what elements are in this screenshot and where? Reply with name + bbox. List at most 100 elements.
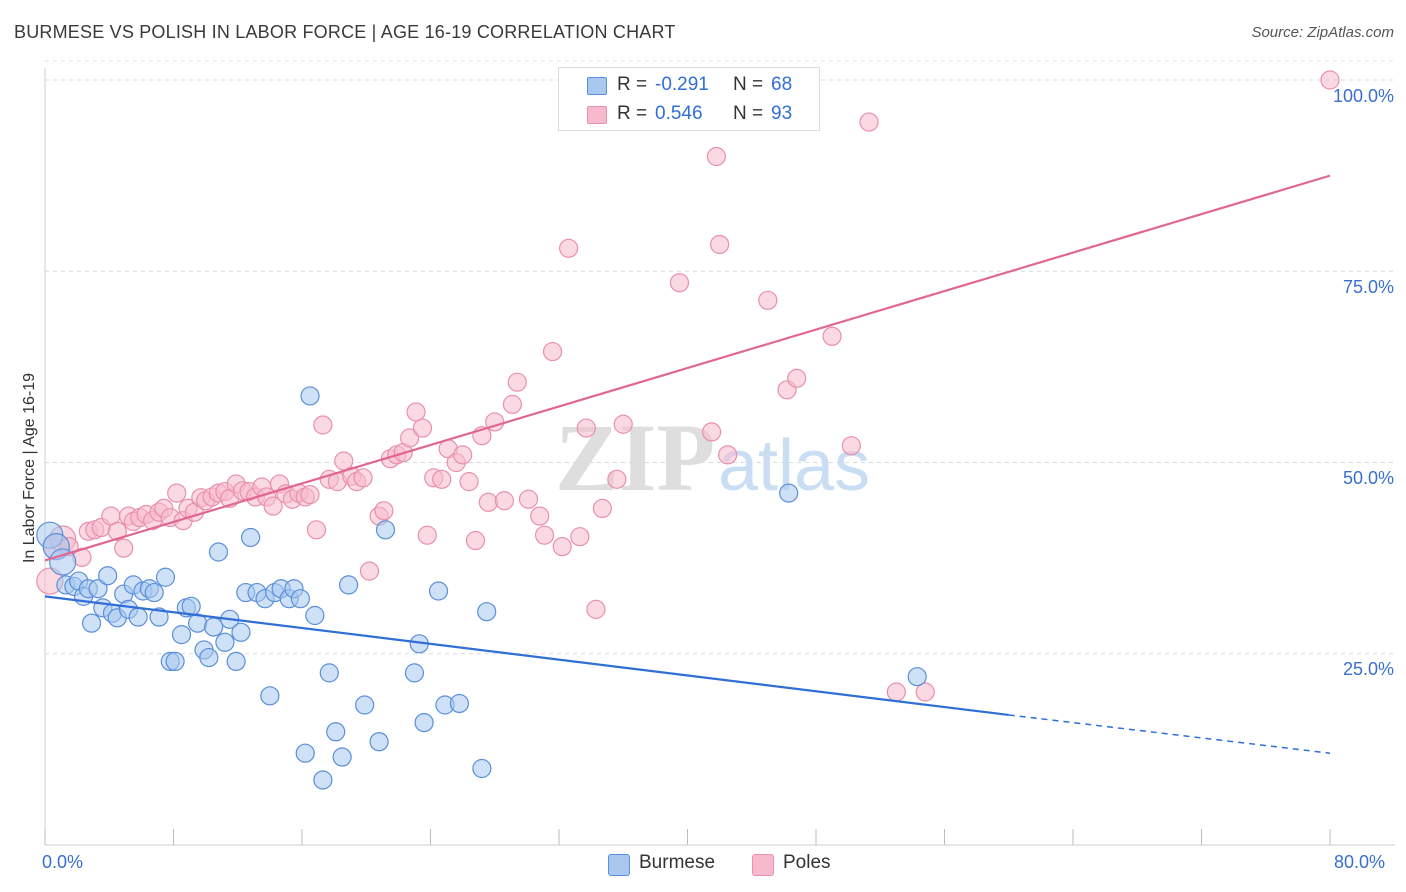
burmese-point [472,758,492,779]
poles-point [453,445,473,465]
burmese-point [449,693,470,714]
burmese-point [149,607,169,627]
stats-legend: R = -0.291 N = 68 R = 0.546 N = 93 [558,67,820,131]
burmese-point [313,770,333,790]
poles-point [518,489,539,509]
burmese-point [81,613,102,633]
r-label: R = [617,103,648,124]
y-tick-100: 100.0% [1332,86,1394,106]
poles-point [359,561,380,581]
r-label: R = [617,74,648,95]
poles-point [552,537,572,557]
burmese-point [260,686,280,706]
y-tick-50: 50.0% [1342,468,1394,488]
burmese-point [241,527,261,548]
poles-point [718,445,738,465]
axes [44,68,1395,846]
poles-point [263,496,283,516]
burmese-legend-label: Burmese [639,852,716,873]
burmese-point [231,622,251,642]
burmese-point [779,483,799,503]
source-label: Source: ZipAtlas.com [1251,24,1394,41]
burmese-point [305,605,325,626]
burmese-point [144,582,164,603]
poles-point [542,341,563,362]
r-value: -0.291 [655,74,709,95]
burmese-trend-extension [1008,714,1331,754]
poles-point [432,469,452,489]
poles-point [400,428,420,448]
burmese-point [414,712,434,733]
burmese-point [375,520,396,540]
burmese-point [338,575,359,595]
poles-point [167,483,187,503]
n-label: N = [733,74,764,95]
burmese-legend-swatch [608,854,630,876]
burmese-point [295,743,315,763]
burmese-point [404,663,425,683]
poles-point [669,273,690,293]
poles-point [701,422,722,442]
chart-title: BURMESE VS POLISH IN LABOR FORCE | AGE 1… [14,22,676,42]
poles-point [417,525,437,545]
burmese-point [88,579,108,599]
poles-point [758,290,778,310]
burmese-point [428,581,449,601]
poles-point [607,469,627,489]
burmese-point [171,625,192,645]
y-tick-25: 25.0% [1342,659,1394,679]
burmese-point [332,747,352,767]
legend-row-poles: R = 0.546 N = 93 [559,99,819,129]
poles-point [412,418,433,438]
poles-point [586,599,606,619]
poles-point [494,491,514,511]
n-value: 68 [771,74,793,95]
burmese-point [907,667,927,687]
series-poles [36,70,1340,702]
poles-legend-swatch [752,854,774,876]
poles-point [841,436,861,456]
poles-point [406,402,426,422]
poles-point [576,418,596,438]
poles-point [706,146,727,167]
x-tick-max: 80.0% [1334,852,1386,872]
poles-point [313,415,333,435]
poles-legend-label: Poles [783,852,831,873]
poles-point [107,521,127,541]
burmese-point [49,548,77,576]
burmese-point [199,647,219,668]
poles-point [886,682,906,702]
burmese-point [204,617,224,637]
poles-point [1320,70,1340,90]
poles-point [787,368,807,388]
burmese-point [477,602,497,622]
burmese-point [226,651,246,672]
burmese-point [319,663,339,683]
n-value: 93 [771,103,793,124]
burmese-point [165,651,185,672]
burmese-point [300,386,320,406]
poles-swatch [587,106,607,124]
burmese-point [290,589,310,609]
poles-point [114,538,134,558]
burmese-point [369,732,389,752]
poles-point [507,372,527,392]
poles-point [465,530,486,551]
poles-point [530,506,550,526]
poles-point [559,238,579,258]
burmese-point [326,722,346,742]
poles-point [570,527,590,547]
poles-point [300,485,320,505]
trend-lines [44,174,1331,754]
legend-row-burmese: R = -0.291 N = 68 [559,70,819,100]
watermark-zip: ZIP [555,404,715,511]
x-tick-min: 0.0% [42,852,84,872]
burmese-trend-line [44,595,1009,717]
burmese-point [355,695,375,715]
poles-point [478,492,498,512]
burmese-swatch [587,77,607,95]
poles-point [459,472,479,492]
burmese-point [98,566,118,586]
poles-point [822,326,842,346]
